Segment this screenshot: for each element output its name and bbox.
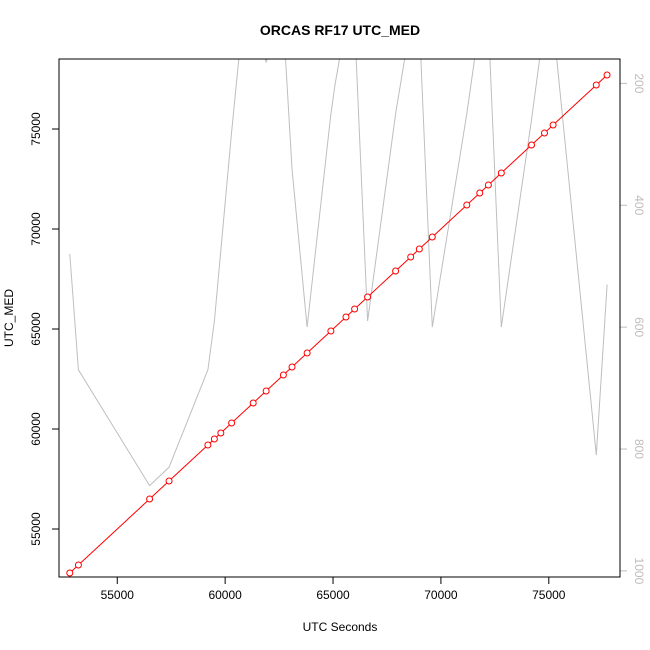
red-series-point <box>165 477 173 485</box>
y2-tick-label: 600 <box>632 317 646 337</box>
x-tick-label: 60000 <box>208 588 242 602</box>
axes-layer: 55000 60000 65000 70000 75000 55000 60000 65000… <box>29 73 646 602</box>
chart-title: ORCAS RF17 UTC_MED <box>260 22 420 38</box>
red-series-point <box>74 561 82 569</box>
red-series-point <box>603 71 611 79</box>
gray-series-line <box>69 59 608 487</box>
red-series-point <box>66 569 74 577</box>
x-tick-label: 70000 <box>424 588 458 602</box>
red-series-point <box>484 181 492 189</box>
y-tick-label: 55000 <box>29 512 43 546</box>
red-series-point <box>288 363 296 371</box>
red-series-point <box>476 189 484 197</box>
red-series-point <box>262 387 270 395</box>
y-axis-label: UTC_MED <box>2 289 16 347</box>
y-tick-label: 65000 <box>29 312 43 346</box>
red-series-point <box>364 293 372 301</box>
red-series-point <box>351 305 359 313</box>
gray-series-layer <box>69 59 608 487</box>
red-series-point <box>228 419 236 427</box>
red-series-point <box>549 121 557 129</box>
red-series-point <box>204 441 212 449</box>
x-axis-label: UTC Seconds <box>303 620 378 634</box>
y-tick-label: 75000 <box>29 112 43 146</box>
x-tick-label: 75000 <box>532 588 566 602</box>
red-series-point <box>210 435 218 443</box>
red-series-point <box>303 349 311 357</box>
red-series-point <box>249 399 257 407</box>
red-series-point <box>327 327 335 335</box>
red-series-point <box>540 129 548 137</box>
red-series-point <box>463 201 471 209</box>
red-series-point <box>217 429 225 437</box>
y-tick-label: 60000 <box>29 412 43 446</box>
red-series-layer <box>66 71 611 577</box>
red-series-point <box>279 371 287 379</box>
red-series-point <box>497 169 505 177</box>
plot-frame <box>58 58 621 578</box>
y2-tick-label: 800 <box>632 439 646 459</box>
red-series-point <box>415 245 423 253</box>
red-series-point <box>428 233 436 241</box>
x-tick-label: 55000 <box>101 588 135 602</box>
y2-tick-label: 200 <box>632 73 646 93</box>
red-series-point <box>592 81 600 89</box>
red-series-point <box>342 313 350 321</box>
red-series-point <box>392 267 400 275</box>
y-tick-label: 70000 <box>29 212 43 246</box>
red-series-point <box>528 141 536 149</box>
red-series-point <box>407 253 415 261</box>
x-tick-label: 65000 <box>316 588 350 602</box>
y2-tick-label: 1000 <box>632 558 646 585</box>
red-series-point <box>146 495 154 503</box>
y2-tick-label: 400 <box>632 195 646 215</box>
